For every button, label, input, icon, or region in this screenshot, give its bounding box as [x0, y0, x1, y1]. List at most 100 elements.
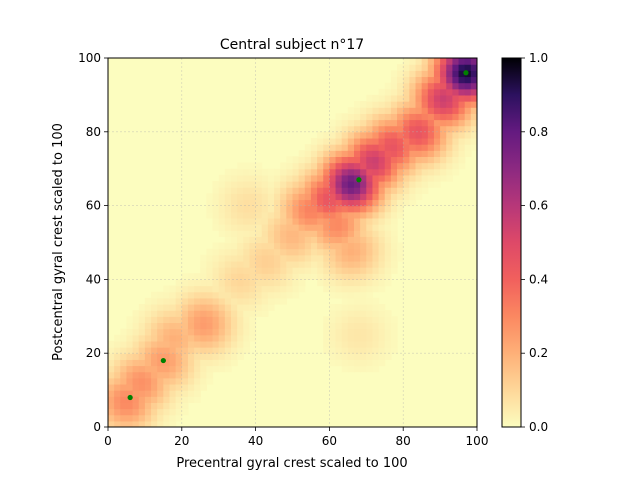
- heatmap-cell: [329, 322, 337, 330]
- heatmap-cell: [304, 187, 312, 194]
- heatmap-cell: [280, 273, 287, 280]
- heatmap-cell: [421, 107, 429, 114]
- heatmap-cell: [212, 267, 220, 274]
- heatmap-cell: [243, 297, 251, 305]
- heatmap-cell: [163, 334, 171, 342]
- heatmap-cell: [366, 193, 374, 201]
- heatmap-cell: [341, 156, 349, 164]
- heatmap-cell: [335, 181, 343, 188]
- heatmap-cell: [175, 353, 183, 360]
- heatmap-cell: [341, 359, 349, 367]
- heatmap-cell: [335, 119, 343, 127]
- heatmap-cell: [212, 347, 220, 354]
- heatmap-cell: [249, 205, 257, 213]
- heatmap-cell: [366, 273, 374, 280]
- heatmap-cell: [255, 224, 263, 231]
- heatmap-cell: [120, 383, 128, 391]
- heatmap-cell: [347, 334, 355, 342]
- heatmap-cell: [323, 267, 330, 274]
- heatmap-cell: [169, 310, 177, 317]
- heatmap-cell: [292, 248, 300, 256]
- heatmap-cell: [194, 322, 201, 330]
- heatmap-cell: [384, 224, 392, 231]
- heatmap-cell: [360, 322, 367, 330]
- heatmap-cell: [329, 267, 337, 274]
- heatmap-cell: [249, 168, 257, 176]
- heatmap-cell: [384, 125, 392, 133]
- heatmap-cell: [397, 248, 404, 256]
- heatmap-cell: [249, 310, 257, 317]
- heatmap-cell: [292, 193, 300, 201]
- heatmap-cell: [187, 334, 195, 342]
- heatmap-cell: [157, 390, 164, 397]
- heatmap-cell: [366, 297, 374, 305]
- heatmap-cell: [317, 273, 324, 280]
- heatmap-cell: [323, 242, 330, 250]
- heatmap-cell: [267, 242, 275, 250]
- heatmap-cell: [286, 187, 294, 194]
- heatmap-cell: [175, 390, 183, 397]
- heatmap-cell: [237, 322, 244, 330]
- heatmap-cell: [397, 199, 404, 207]
- heatmap-cell: [108, 414, 115, 422]
- heatmap-cell: [440, 82, 447, 90]
- heatmap-cell: [372, 107, 380, 114]
- heatmap-cell: [274, 193, 281, 201]
- heatmap-cell: [218, 187, 226, 194]
- heatmap-cell: [243, 279, 251, 287]
- heatmap-cell: [354, 205, 361, 213]
- heatmap-cell: [458, 107, 466, 114]
- heatmap-cell: [421, 70, 429, 78]
- heatmap-cell: [267, 205, 275, 213]
- heatmap-cell: [366, 316, 374, 324]
- heatmap-cell: [464, 76, 472, 84]
- heatmap-cell: [378, 119, 386, 127]
- heatmap-cell: [286, 230, 294, 237]
- heatmap-cell: [218, 273, 226, 280]
- heatmap-cell: [151, 408, 158, 416]
- heatmap-cell: [440, 58, 447, 65]
- heatmap-cell: [163, 347, 171, 354]
- heatmap-cell: [194, 291, 201, 299]
- heatmap-cell: [157, 347, 164, 354]
- heatmap-cell: [231, 304, 238, 311]
- heatmap-cell: [354, 334, 361, 342]
- heatmap-cell: [329, 224, 337, 231]
- heatmap-cell: [157, 396, 164, 403]
- heatmap-cell: [280, 279, 287, 287]
- heatmap-cell: [243, 322, 251, 330]
- heatmap-cell: [274, 279, 281, 287]
- heatmap-cell: [421, 101, 429, 108]
- heatmap-cell: [329, 211, 337, 219]
- heatmap-cell: [304, 211, 312, 219]
- heatmap-cell: [397, 82, 404, 90]
- heatmap-cell: [157, 316, 164, 324]
- grid: [108, 58, 477, 427]
- heatmap-cell: [366, 113, 374, 121]
- heatmap-cell: [298, 150, 306, 157]
- heatmap-cell: [218, 230, 226, 237]
- heatmap-cell: [452, 64, 460, 71]
- heatmap-cell: [200, 347, 207, 354]
- heatmap-cell: [206, 279, 214, 287]
- heatmap-cell: [341, 322, 349, 330]
- heatmap-cell: [194, 316, 201, 324]
- heatmap-cell: [231, 168, 238, 176]
- heatmap-cell: [249, 242, 257, 250]
- heatmap-cell: [237, 230, 244, 237]
- heatmap-cell: [329, 328, 337, 336]
- heatmap-cell: [372, 119, 380, 127]
- heatmap-cell: [151, 347, 158, 354]
- heatmap-cell: [378, 94, 386, 102]
- heatmap-cell: [335, 168, 343, 176]
- heatmap-cell: [403, 137, 410, 145]
- heatmap-cell: [341, 328, 349, 336]
- heatmap-cell: [286, 291, 294, 299]
- heatmap-cell: [335, 279, 343, 287]
- heatmap-cell: [360, 150, 367, 157]
- heatmap-cell: [335, 347, 343, 354]
- heatmap-cell: [390, 187, 398, 194]
- heatmap-cell: [446, 76, 453, 84]
- heatmap-cell: [181, 340, 189, 348]
- heatmap-cell: [194, 334, 201, 342]
